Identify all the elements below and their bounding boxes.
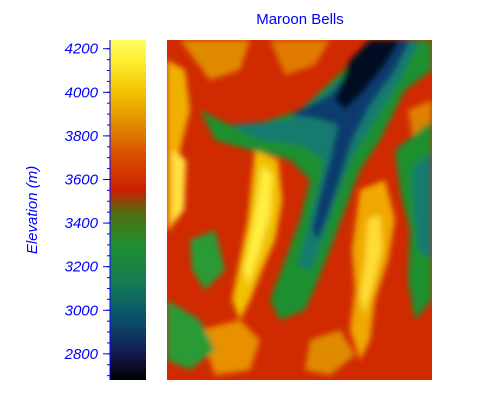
- ridge-left-inner: [172, 150, 186, 225]
- ridge-bottom-left: [200, 320, 260, 375]
- ridge-top-mid: [270, 40, 330, 75]
- colorbar-tick-label: 3800: [65, 128, 99, 145]
- valley-right-teal: [412, 150, 432, 260]
- colorbar-tick-label: 3400: [65, 215, 99, 232]
- colorbar-tick-label: 2800: [64, 346, 99, 363]
- colorbar-tick-label: 4200: [65, 41, 99, 58]
- valley-bottom-green: [167, 300, 215, 370]
- chart-title: Maroon Bells: [256, 11, 344, 28]
- colorbar-tick-label: 3600: [65, 171, 99, 188]
- elevation-map: [167, 40, 432, 380]
- valley-floor-dark: [335, 40, 400, 110]
- colorbar-tick-label: 4000: [65, 84, 99, 101]
- ridge-right-core: [360, 215, 382, 315]
- colorbar-label: Elevation (m): [24, 166, 41, 254]
- colorbar-tick-label: 3200: [65, 259, 99, 276]
- ridge-bottom-right: [305, 330, 355, 375]
- valley-main-blue: [290, 40, 410, 240]
- colorbar-ticks: 2800 3000 3200 3400 3600 3800 4000 4200: [64, 41, 110, 377]
- colorbar: [110, 40, 146, 380]
- valley-left-green: [190, 230, 225, 290]
- terrain-layers: [167, 40, 432, 375]
- colorbar-tick-label: 3000: [65, 302, 99, 319]
- ridge-center-core: [244, 165, 272, 285]
- ridge-top-left: [180, 40, 250, 80]
